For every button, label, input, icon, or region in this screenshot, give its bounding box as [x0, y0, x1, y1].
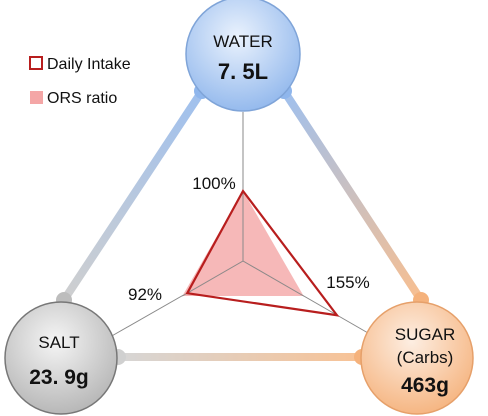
data-label-salt: 92%	[128, 285, 162, 304]
legend-swatch-ors-ratio	[30, 91, 43, 104]
node-water-name: WATER	[213, 32, 273, 51]
node-sugar-name: SUGAR	[395, 325, 455, 344]
legend-label-daily-intake: Daily Intake	[47, 56, 131, 73]
series-daily-intake-outline	[185, 188, 340, 317]
node-salt-name: SALT	[38, 333, 79, 352]
data-label-water: 100%	[192, 174, 235, 193]
ors-ratio-inner-lines	[182, 191, 304, 297]
node-salt-circle	[4, 301, 118, 415]
legend: Daily Intake ORS ratio	[29, 56, 131, 107]
ors-inner-line	[242, 260, 304, 297]
node-water-circle	[185, 0, 301, 112]
node-sugar: SUGAR (Carbs) 463g	[360, 301, 474, 415]
node-salt-amount: 23. 9g	[29, 366, 89, 389]
data-label-sugar: 155%	[326, 273, 369, 292]
node-salt: SALT 23. 9g	[4, 301, 118, 415]
connector-water-salt	[60, 87, 206, 304]
ors-inner-line	[182, 260, 244, 297]
connector-water-sugar	[280, 87, 425, 304]
legend-label-ors-ratio: ORS ratio	[47, 90, 117, 107]
node-water-amount: 7. 5L	[218, 59, 268, 84]
node-sugar-sub: (Carbs)	[397, 348, 454, 367]
legend-swatch-daily-intake	[29, 56, 43, 70]
node-sugar-circle	[360, 301, 474, 415]
node-water: WATER 7. 5L	[185, 0, 301, 112]
node-sugar-amount: 463g	[401, 374, 449, 397]
